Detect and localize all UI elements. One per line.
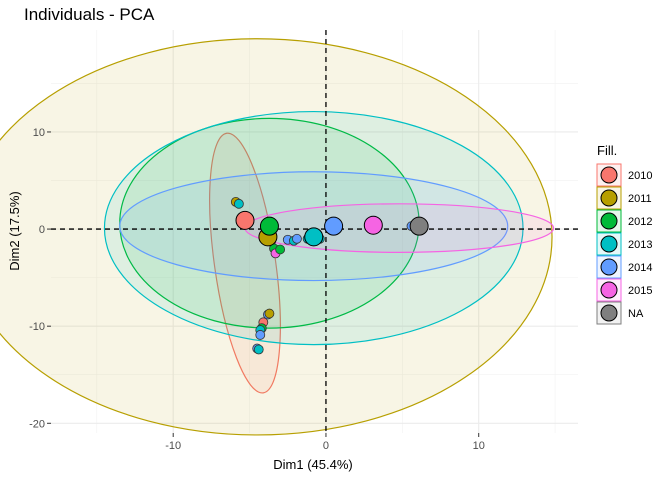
legend-label-2010: 2010: [628, 170, 652, 182]
centroid-2010: [235, 210, 255, 230]
y-tick-label: -10: [29, 321, 45, 333]
y-axis: -20 -10 0 10: [29, 127, 51, 430]
x-axis-label: Dim1 (45.4%): [273, 457, 352, 472]
centroid-NA: [409, 216, 429, 236]
point-2013: [233, 198, 244, 209]
legend-swatch-2010: [600, 166, 618, 184]
x-axis: -10 0 10: [165, 433, 485, 452]
legend-items: 2010 2011 2012 2013 2014 2015 NA: [596, 163, 652, 325]
ellipse-2014: [119, 171, 509, 282]
centroid-2014: [324, 216, 344, 236]
legend-label-NA: NA: [628, 308, 644, 320]
legend-swatch-2015: [600, 281, 618, 299]
legend-title: Fill.: [597, 143, 617, 158]
point-2013: [253, 344, 264, 355]
y-tick-label: 10: [33, 127, 45, 139]
plot-panel: [0, 30, 578, 436]
legend: Fill. 2010 2011 2012 2013 2014 2015 NA: [596, 143, 652, 325]
ellipse-2015: [244, 203, 555, 253]
y-tick-label: -20: [29, 418, 45, 430]
legend-label-2012: 2012: [628, 216, 652, 228]
point-2011: [264, 308, 275, 319]
group-centroids: [235, 210, 429, 247]
legend-swatch-NA: [600, 304, 618, 322]
legend-swatch-2012: [600, 212, 618, 230]
centroid-2015: [363, 215, 383, 235]
legend-swatch-2013: [600, 235, 618, 253]
x-tick-label: -10: [165, 440, 181, 452]
y-axis-label: Dim2 (17.5%): [7, 191, 22, 270]
legend-swatch-2014: [600, 258, 618, 276]
x-tick-label: 0: [323, 440, 329, 452]
point-2012: [275, 244, 286, 255]
legend-label-2015: 2015: [628, 285, 652, 297]
centroid-2013: [304, 227, 324, 247]
legend-swatch-2011: [600, 189, 618, 207]
legend-label-2013: 2013: [628, 239, 652, 251]
x-tick-label: 10: [473, 440, 485, 452]
chart-title: Individuals - PCA: [24, 5, 155, 24]
point-2014: [255, 330, 266, 340]
legend-label-2011: 2011: [628, 193, 652, 205]
legend-label-2014: 2014: [628, 262, 652, 274]
point-2014: [292, 233, 302, 244]
y-tick-label: 0: [39, 224, 45, 236]
centroid-2012: [259, 216, 279, 236]
